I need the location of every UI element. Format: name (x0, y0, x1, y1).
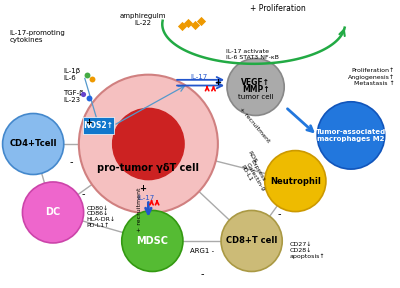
Text: ROS: ROS (246, 150, 257, 164)
Text: -: - (200, 269, 204, 279)
Text: CD80↓
CD86↓
HLA-DR↓
PD-L1↑: CD80↓ CD86↓ HLA-DR↓ PD-L1↑ (87, 206, 116, 228)
Point (179, 24, 185, 29)
Text: MMP↑: MMP↑ (242, 85, 270, 94)
Ellipse shape (265, 151, 326, 212)
Text: CD27↓
CD28↓
apoptosis↑: CD27↓ CD28↓ apoptosis↑ (289, 242, 325, 259)
Text: -: - (69, 158, 73, 168)
Point (89, 77, 95, 81)
Text: IL-17 activate
IL-6 STAT3 NF-κB: IL-17 activate IL-6 STAT3 NF-κB (226, 49, 279, 60)
Text: IL-17: IL-17 (190, 74, 208, 80)
Text: IL-17: IL-17 (138, 195, 155, 201)
FancyBboxPatch shape (83, 118, 114, 134)
Ellipse shape (79, 75, 218, 213)
Text: DC: DC (46, 207, 61, 217)
Text: tumor cell: tumor cell (238, 94, 273, 100)
Text: MDSC: MDSC (136, 236, 168, 246)
Ellipse shape (2, 113, 64, 175)
Text: Proliferation↑
Angiogenesis↑
Metastasis ↑: Proliferation↑ Angiogenesis↑ Metastasis … (348, 69, 395, 86)
Text: ARG1 -: ARG1 - (190, 248, 214, 254)
Text: CD8+T cell: CD8+T cell (226, 236, 277, 245)
Point (185, 20, 191, 25)
Text: +: + (214, 78, 221, 87)
Point (80, 92, 86, 96)
Text: +: + (85, 118, 92, 127)
Text: IL-17-promoting
cytokines: IL-17-promoting cytokines (9, 30, 65, 43)
Ellipse shape (113, 108, 184, 180)
Text: NOS2↑: NOS2↑ (84, 121, 114, 130)
Ellipse shape (317, 102, 385, 169)
Text: Neutrophil: Neutrophil (270, 177, 321, 185)
Point (192, 22, 198, 27)
Text: + recruitment: + recruitment (238, 107, 270, 144)
Text: CD4+Tcell: CD4+Tcell (10, 139, 57, 149)
Text: amphiregulm
IL-22: amphiregulm IL-22 (119, 14, 166, 26)
Text: -: - (278, 209, 281, 219)
Text: IL-1β
IL-6: IL-1β IL-6 (63, 68, 80, 81)
Text: VEGF↑: VEGF↑ (241, 78, 270, 87)
Text: Express
Galectin-9
PD-L1: Express Galectin-9 PD-L1 (240, 159, 270, 195)
Point (86, 96, 92, 101)
Ellipse shape (122, 211, 183, 272)
Text: -: - (81, 189, 84, 199)
Text: Tumor-associated
macrophages M2: Tumor-associated macrophages M2 (316, 129, 386, 142)
Point (84, 73, 90, 77)
Text: + recruitment: + recruitment (137, 187, 142, 232)
Text: + Proliferation: + Proliferation (250, 4, 305, 13)
Text: +: + (139, 184, 146, 193)
Point (198, 19, 204, 24)
Text: pro-tumor γδT cell: pro-tumor γδT cell (97, 163, 199, 173)
Ellipse shape (227, 58, 284, 115)
Ellipse shape (221, 211, 282, 272)
Text: TGF-β
IL-23: TGF-β IL-23 (63, 90, 84, 103)
Ellipse shape (22, 182, 84, 243)
